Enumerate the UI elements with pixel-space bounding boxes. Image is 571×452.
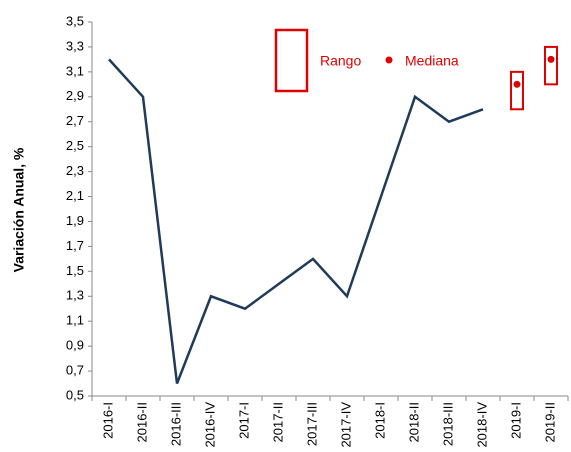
x-tick-label: 2017-I [236, 402, 251, 439]
x-tick-label: 2018-II [406, 402, 421, 442]
y-tick-label: 1,1 [66, 313, 84, 328]
y-tick-label: 3,3 [66, 38, 84, 53]
x-tick-label: 2017-IV [338, 402, 353, 448]
x-tick-label: 2016-IV [202, 402, 217, 448]
y-tick-label: 0,5 [66, 387, 84, 402]
y-tick-label: 1,9 [66, 213, 84, 228]
legend-median-swatch [385, 56, 393, 64]
x-tick-label: 2018-III [440, 402, 455, 446]
y-tick-label: 1,7 [66, 238, 84, 253]
x-tick-label: 2016-III [168, 402, 183, 446]
y-axis-label: Variación Anual, % [11, 147, 27, 272]
y-tick-label: 3,5 [66, 13, 84, 28]
x-tick-label: 2016-I [100, 402, 115, 439]
line [108, 58, 484, 384]
x-tick-label: 2018-I [372, 402, 387, 439]
y-tick-label: 2,9 [66, 88, 84, 103]
y-tick-label: 3,1 [66, 63, 84, 78]
x-tick-label: 2017-II [270, 402, 285, 442]
median-dot [547, 55, 555, 63]
median-dot [513, 80, 521, 88]
y-tick-label: 2,3 [66, 163, 84, 178]
legend-label: Rango [320, 53, 361, 69]
y-tick-label: 2,5 [66, 138, 84, 153]
y-tick-label: 2,1 [66, 188, 84, 203]
y-tick-label: 0,7 [66, 363, 84, 378]
x-tick-label: 2018-IV [474, 402, 489, 448]
x-tick-label: 2016-II [134, 402, 149, 442]
y-tick-label: 1,5 [66, 263, 84, 278]
range-box [544, 45, 558, 86]
legend-range-swatch [274, 28, 309, 93]
y-tick-label: 1,3 [66, 288, 84, 303]
range-box [510, 70, 524, 111]
legend-label: Mediana [405, 53, 459, 69]
x-tick-label: 2019-II [542, 402, 557, 442]
x-tick-label: 2019-I [508, 402, 523, 439]
y-tick-label: 2,7 [66, 113, 84, 128]
x-tick-label: 2017-III [304, 402, 319, 446]
y-tick-label: 0,9 [66, 338, 84, 353]
